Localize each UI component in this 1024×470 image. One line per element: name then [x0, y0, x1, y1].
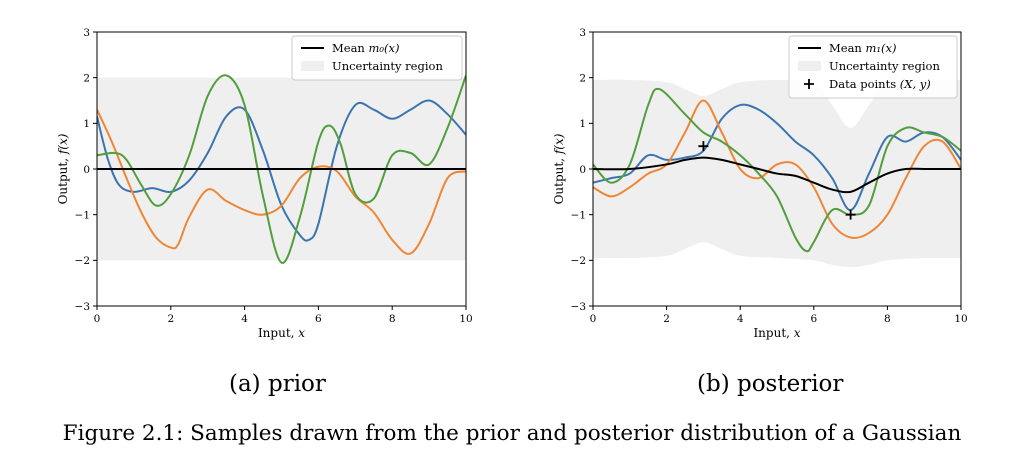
y-tick-label: −2: [571, 255, 586, 267]
x-tick-label: 8: [389, 313, 396, 325]
sample-line-1: [593, 103, 961, 212]
legend-label: Mean m₀(x): [332, 41, 399, 55]
x-tick-label: 0: [94, 313, 101, 325]
legend-label: Data points (X, y): [829, 77, 931, 91]
legend-box: [291, 35, 463, 81]
y-tick-label: 2: [579, 72, 586, 84]
legend-marker-swatch: [804, 79, 814, 89]
sample-line-3: [97, 74, 466, 264]
legend: Mean m₀(x) Uncertainty region: [291, 35, 463, 81]
x-axis-label: Input, x: [258, 326, 305, 340]
plot-area: [97, 74, 466, 264]
y-tick-label: 3: [83, 27, 90, 39]
x-tick-label: 10: [459, 313, 472, 325]
x-tick-label: 0: [590, 313, 597, 325]
y-axis-label: Output, f(x): [552, 133, 566, 204]
y-axis-label: Output, f(x): [56, 133, 70, 204]
sample-line-2: [593, 99, 961, 239]
prior-panel: 0 2 4 6 8 10 −3 −2 −1 0 1 2 3 Input, x Output, f(x) Mea…: [56, 27, 473, 340]
sample-line-3: [593, 87, 961, 253]
x-axis-label: Input, x: [753, 326, 800, 340]
y-tick-label: −1: [75, 209, 90, 221]
x-tick-label: 10: [954, 313, 967, 325]
y-tick-label: −2: [75, 255, 90, 267]
sample-line-2: [97, 109, 466, 255]
legend-label: Uncertainty region: [829, 59, 940, 73]
y-tick-label: 1: [83, 118, 90, 130]
x-tick-label: 6: [315, 313, 322, 325]
posterior-panel: 0 2 4 6 8 10 −3 −2 −1 0 1 2 3 Input, x Output, f(x) Mea…: [552, 27, 968, 340]
y-tick-label: −3: [571, 301, 586, 313]
x-tick-label: 2: [663, 313, 670, 325]
y-tick-label: −3: [75, 301, 90, 313]
y-tick-label: 3: [579, 27, 586, 39]
legend: Mean m₁(x) Uncertainty region Data points …: [788, 35, 958, 99]
legend-patch-swatch: [301, 61, 324, 71]
data-point: [698, 141, 709, 152]
y-tick-label: 0: [83, 164, 90, 176]
prior-subcaption: (a) prior: [229, 371, 326, 397]
x-tick-label: 6: [810, 313, 817, 325]
legend-label: Mean m₁(x): [829, 41, 896, 55]
y-tick-label: −1: [571, 209, 586, 221]
x-tick-label: 4: [737, 313, 744, 325]
figure-caption: Figure 2.1: Samples drawn from the prior…: [62, 421, 962, 446]
legend-label: Uncertainty region: [332, 59, 443, 73]
posterior-subcaption: (b) posterior: [697, 371, 844, 397]
x-tick-label: 4: [241, 313, 248, 325]
y-tick-label: 2: [83, 72, 90, 84]
data-point: [845, 209, 856, 220]
legend-box: [788, 35, 958, 99]
x-tick-label: 8: [884, 313, 891, 325]
y-tick-label: 0: [579, 164, 586, 176]
x-tick-label: 2: [167, 313, 174, 325]
legend-patch-swatch: [798, 61, 821, 71]
plot-area: [593, 79, 961, 268]
y-tick-label: 1: [579, 118, 586, 130]
mean-line: [593, 156, 961, 194]
